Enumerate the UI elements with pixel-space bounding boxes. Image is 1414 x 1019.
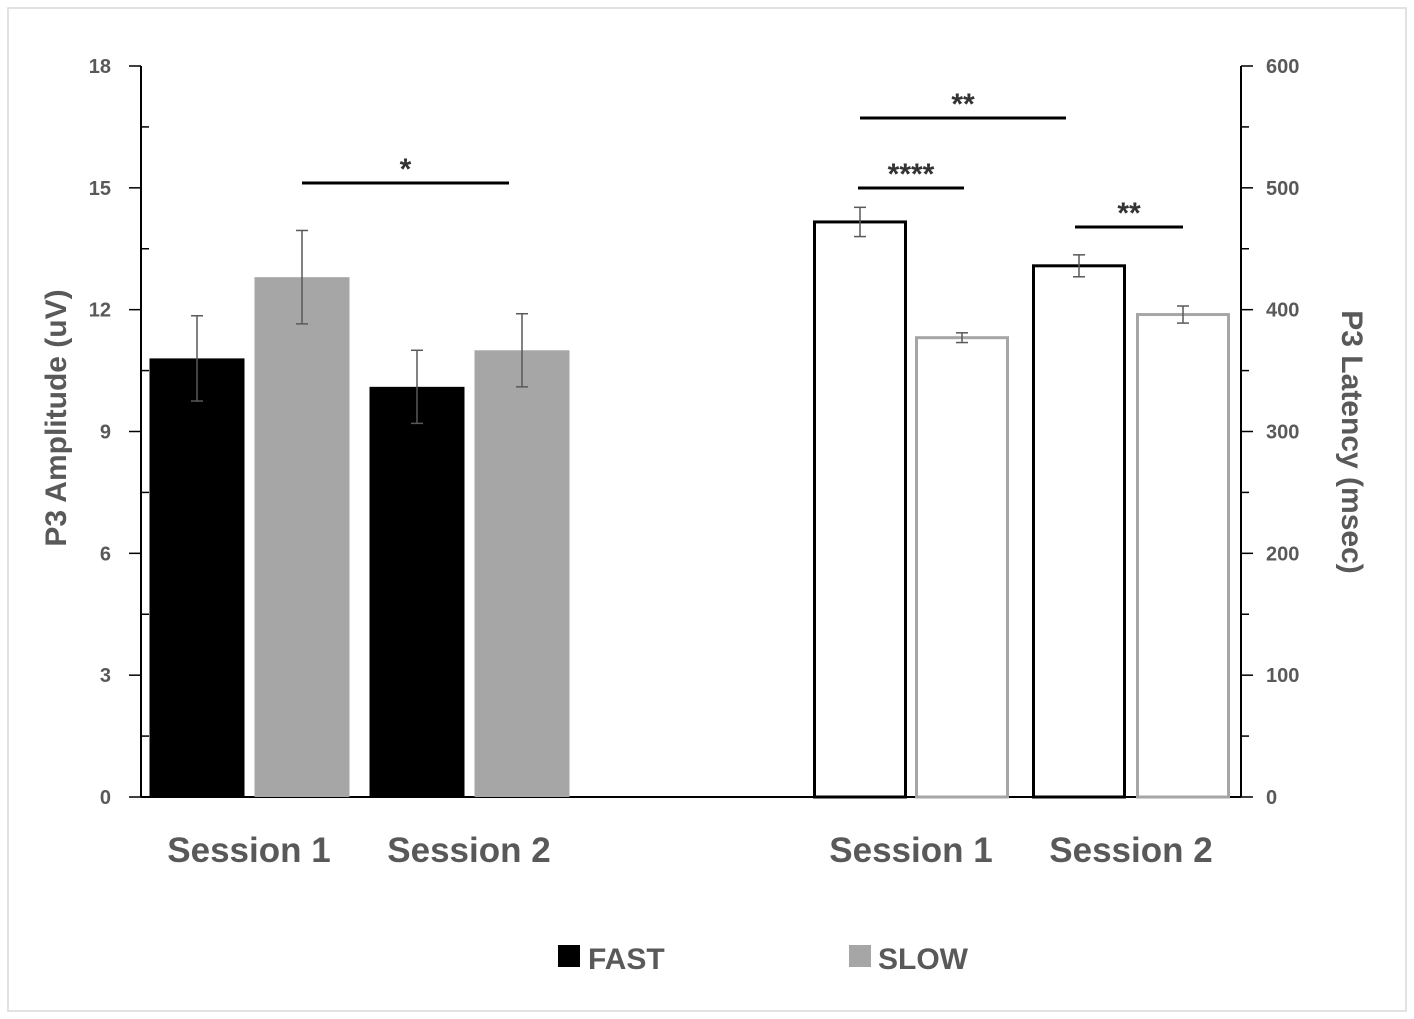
- right-tick-label: 200: [1266, 543, 1299, 565]
- significance-label: **: [1117, 197, 1141, 230]
- legend: FAST SLOW: [558, 943, 969, 976]
- right-tick-label: 500: [1266, 178, 1299, 200]
- left-tick-label: 6: [100, 543, 111, 565]
- right-tick-label: 100: [1266, 665, 1299, 687]
- bar-amplitude-slow-1: [254, 277, 350, 798]
- right-tick-label: 300: [1266, 422, 1299, 444]
- left-tick-label: 15: [89, 178, 111, 200]
- bar-latency-fast-2: [1032, 264, 1126, 799]
- right-tick-label: 600: [1266, 56, 1299, 78]
- significance-markers: * ********: [302, 88, 1183, 230]
- left-tick-label: 12: [89, 300, 111, 322]
- category-labels: Session 1 Session 2 Session 1 Session 2: [167, 831, 1212, 870]
- left-tick-label: 3: [100, 665, 111, 687]
- bar-latency-fast-1: [813, 220, 907, 799]
- bar-latency-slow-1: [915, 336, 1009, 799]
- error-bars: [191, 206, 1189, 425]
- significance-label: **: [951, 88, 975, 121]
- bar-amplitude-fast-2: [369, 386, 465, 797]
- category-label-latency: Session 1: [829, 831, 992, 870]
- left-tick-label: 0: [100, 787, 111, 809]
- left-tick-label: 18: [89, 56, 111, 78]
- category-label-amplitude: Session 1: [167, 831, 330, 870]
- significance-label: ****: [888, 158, 935, 191]
- right-tick-label: 400: [1266, 300, 1299, 322]
- bar-amplitude-slow-2: [474, 350, 570, 797]
- left-tick-label: 9: [100, 422, 111, 444]
- bar-latency-slow-2: [1136, 313, 1230, 799]
- right-tick-label: 0: [1266, 787, 1277, 809]
- legend-swatch-slow: [849, 945, 871, 967]
- legend-swatch-fast: [558, 945, 580, 967]
- legend-label-fast: FAST: [588, 943, 665, 976]
- legend-label-slow: SLOW: [878, 943, 969, 976]
- right-y-axis: 0 100 200 300 400 500 600: [1240, 56, 1299, 809]
- left-axis-title: P3 Amplitude (uV): [40, 289, 73, 546]
- bar-amplitude-fast-1: [149, 358, 245, 797]
- significance-label: *: [400, 153, 412, 186]
- right-axis-title: P3 Latency (msec): [1335, 310, 1368, 573]
- category-label-amplitude: Session 2: [387, 831, 550, 870]
- category-label-latency: Session 2: [1049, 831, 1212, 870]
